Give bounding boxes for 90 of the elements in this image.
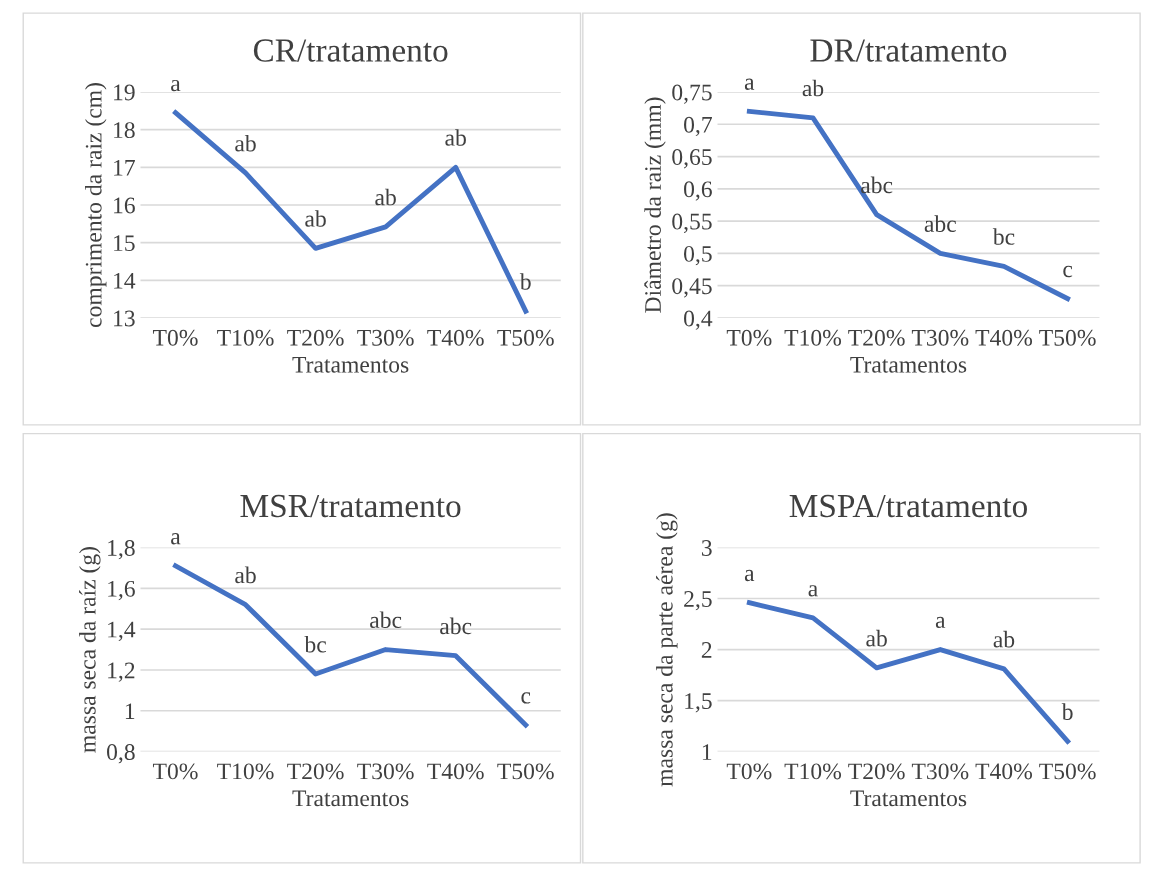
y-tick-label: 0,65	[672, 149, 712, 169]
annotation: abc	[440, 617, 472, 635]
annotation: bc	[304, 635, 327, 653]
annotation: a	[935, 616, 946, 629]
chart-title: CR/tratamento	[253, 39, 448, 62]
y-tick-label: 3	[701, 540, 712, 556]
annotation: abc	[924, 215, 956, 232]
annotation: ab	[993, 630, 1015, 648]
chart-title: MSPA/tratamento	[789, 494, 1027, 518]
annotation: ab	[445, 129, 466, 146]
x-tick-label: T20%	[848, 329, 905, 346]
chart-title: MSR/tratamento	[240, 494, 461, 518]
annotation: a	[171, 79, 181, 92]
y-tick-label: 19	[114, 84, 135, 101]
x-tick-label: T0%	[726, 329, 772, 346]
line-series	[173, 110, 529, 314]
y-tick-label: 1,2	[108, 662, 135, 682]
x-axis-title: Tratamentos	[292, 790, 409, 807]
y-tick-label: 15	[114, 235, 135, 252]
y-tick-label: 2,5	[684, 591, 712, 611]
y-tick-label: 1	[125, 703, 135, 719]
y-tick-label: 0,5	[684, 245, 712, 266]
x-tick-label: T40%	[975, 329, 1033, 346]
x-tick-label: T30%	[911, 329, 969, 346]
annotation: abc	[861, 176, 893, 194]
y-tick-label: 0,75	[672, 84, 712, 104]
annotation: ab	[235, 566, 256, 584]
x-tick-label: T50%	[497, 763, 554, 780]
y-tick-label: 13	[114, 310, 135, 327]
annotation: abc	[370, 611, 402, 629]
y-tick-label: 16	[114, 197, 135, 214]
y-tick-label: 17	[114, 159, 135, 176]
annotation: ab	[802, 79, 824, 97]
y-tick-label: 1,5	[685, 693, 712, 713]
y-tick-label: 1	[702, 744, 712, 760]
x-tick-label: T40%	[975, 763, 1033, 780]
x-axis-title: Tratamentos	[850, 790, 967, 807]
x-tick-label: T50%	[497, 329, 554, 346]
x-tick-label: T50%	[1039, 329, 1096, 346]
x-tick-label: T20%	[848, 763, 905, 780]
y-tick-label: 0,8	[107, 744, 135, 764]
y-tick-label: 2	[701, 642, 712, 658]
annotation: b	[1061, 703, 1073, 720]
x-tick-label: T10%	[784, 329, 842, 346]
x-axis-title: Tratamentos	[292, 356, 409, 373]
annotation: ab	[375, 188, 396, 206]
y-tick-label: 1,6	[108, 580, 135, 601]
annotation: ab	[235, 134, 256, 152]
chart-title: DR/tratamento	[810, 39, 1007, 62]
y-tick-label: 0,6	[684, 181, 712, 201]
y-tick-label: 0,7	[684, 116, 712, 137]
x-tick-label: T40%	[427, 329, 484, 346]
x-tick-label: T50%	[1039, 763, 1096, 780]
x-tick-label: T0%	[152, 763, 198, 780]
y-axis-title: comprimento da raiz (cm)	[85, 83, 107, 328]
annotation: ab	[305, 210, 326, 227]
y-tick-label: 0,4	[684, 310, 713, 330]
annotation: a	[808, 585, 818, 597]
line-series	[173, 563, 529, 728]
annotation: a	[744, 569, 755, 582]
y-tick-label: 0,55	[672, 213, 712, 233]
annotation: c	[1063, 265, 1073, 278]
line-series	[746, 108, 1071, 302]
y-tick-label: 1,8	[108, 539, 135, 560]
x-tick-label: T20%	[287, 329, 344, 346]
x-tick-label: T0%	[726, 763, 772, 780]
x-tick-label: T10%	[217, 763, 274, 780]
y-axis-title: massa seca da raíz (g)	[79, 547, 101, 753]
y-tick-label: 14	[114, 272, 136, 289]
annotation: c	[521, 692, 531, 704]
y-tick-label: 18	[114, 122, 135, 139]
x-tick-label: T30%	[357, 329, 414, 346]
x-tick-label: T20%	[287, 763, 344, 780]
annotation: a	[744, 78, 755, 90]
annotation: ab	[866, 629, 887, 647]
y-tick-label: 0,45	[672, 278, 712, 298]
annotation: bc	[992, 228, 1015, 245]
y-tick-label: 1,4	[108, 621, 136, 641]
x-axis-title: Tratamentos	[850, 356, 967, 373]
annotation: a	[171, 533, 181, 545]
x-tick-label: T30%	[357, 763, 414, 780]
line-series	[746, 600, 1071, 744]
y-axis-title: massa seca da parte aérea (g)	[656, 513, 678, 787]
x-tick-label: T40%	[427, 763, 484, 780]
annotation: b	[519, 273, 531, 290]
x-tick-label: T10%	[784, 763, 842, 780]
x-tick-label: T0%	[152, 329, 198, 346]
x-tick-label: T30%	[911, 763, 969, 780]
y-axis-title: Diâmetro da raiz (mm)	[644, 97, 666, 313]
x-tick-label: T10%	[217, 329, 274, 346]
